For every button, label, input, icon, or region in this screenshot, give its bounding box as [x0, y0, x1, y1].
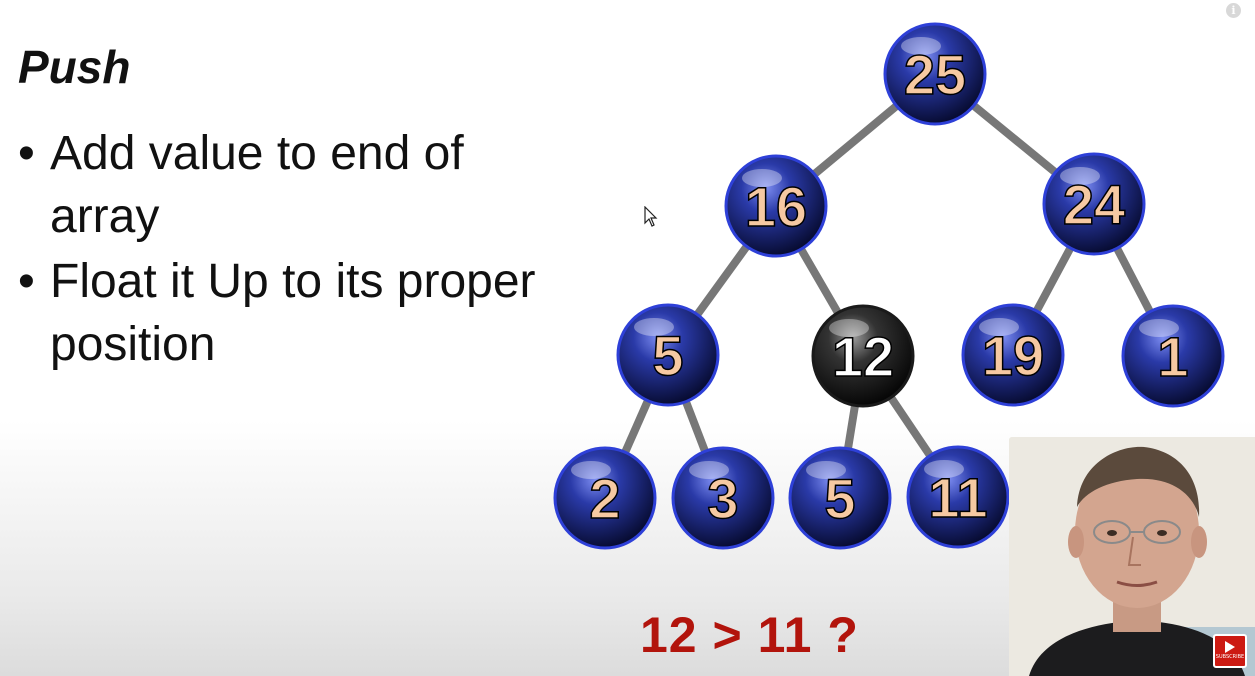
- node-value: 3: [707, 467, 738, 530]
- node-ball: [961, 303, 1065, 407]
- tree-node: 25: [883, 22, 987, 126]
- tree-node-highlighted: 12: [811, 304, 915, 408]
- slide-title: Push: [18, 41, 131, 93]
- node-ball: [906, 445, 1010, 549]
- node-shine: [1139, 319, 1179, 337]
- node-shine: [742, 169, 782, 187]
- node-shine: [901, 37, 941, 55]
- bullet-item: • Add value to end of array: [18, 122, 578, 248]
- tree-node: 5: [616, 303, 720, 407]
- node-ball: [671, 446, 775, 550]
- node-ball: [788, 446, 892, 550]
- bullet-text: Float it Up to its proper position: [50, 255, 536, 371]
- node-shine: [1060, 167, 1100, 185]
- mouse-pointer-icon: [644, 205, 658, 233]
- node-value: 24: [1063, 173, 1125, 236]
- node-ball: [724, 154, 828, 258]
- node-value: 5: [652, 324, 683, 387]
- node-shine: [571, 461, 611, 479]
- node-shine: [634, 318, 674, 336]
- node-ball: [883, 22, 987, 126]
- presenter-webcam: SUBSCRIBE: [1009, 437, 1255, 676]
- tree-node: 1: [1121, 304, 1225, 408]
- bullet-item: • Float it Up to its proper position: [18, 250, 578, 376]
- play-icon: [1225, 641, 1235, 653]
- node-ball: [811, 304, 915, 408]
- comparison-question: 12 > 11 ?: [640, 607, 859, 663]
- tree-node: 3: [671, 446, 775, 550]
- node-value: 19: [982, 324, 1044, 387]
- bullet-glyph: •: [18, 255, 35, 308]
- info-icon[interactable]: i: [1226, 3, 1241, 18]
- node-ball: [553, 446, 657, 550]
- bullet-list: • Add value to end of array • Float it U…: [18, 122, 578, 378]
- tree-node: 11: [906, 445, 1010, 549]
- node-value: 2: [589, 467, 620, 530]
- node-value: 1: [1157, 325, 1188, 388]
- node-value: 25: [904, 43, 966, 106]
- node-ball: [1121, 304, 1225, 408]
- subscribe-label: SUBSCRIBE: [1215, 654, 1245, 660]
- bullet-glyph: •: [18, 127, 35, 180]
- node-ball: [616, 303, 720, 407]
- node-shine: [689, 461, 729, 479]
- node-shine: [806, 461, 846, 479]
- node-value: 12: [832, 325, 894, 388]
- tree-node: 24: [1042, 152, 1146, 256]
- node-shine: [979, 318, 1019, 336]
- node-shine: [829, 319, 869, 337]
- bullet-text: Add value to end of array: [50, 127, 464, 243]
- node-ball: [1042, 152, 1146, 256]
- node-value: 16: [745, 175, 807, 238]
- tree-node: 16: [724, 154, 828, 258]
- tree-node: 2: [553, 446, 657, 550]
- node-shine: [924, 460, 964, 478]
- subscribe-button[interactable]: SUBSCRIBE: [1213, 634, 1247, 668]
- node-value: 5: [824, 467, 855, 530]
- tree-node: 5: [788, 446, 892, 550]
- node-value: 11: [928, 466, 987, 529]
- tree-node: 19: [961, 303, 1065, 407]
